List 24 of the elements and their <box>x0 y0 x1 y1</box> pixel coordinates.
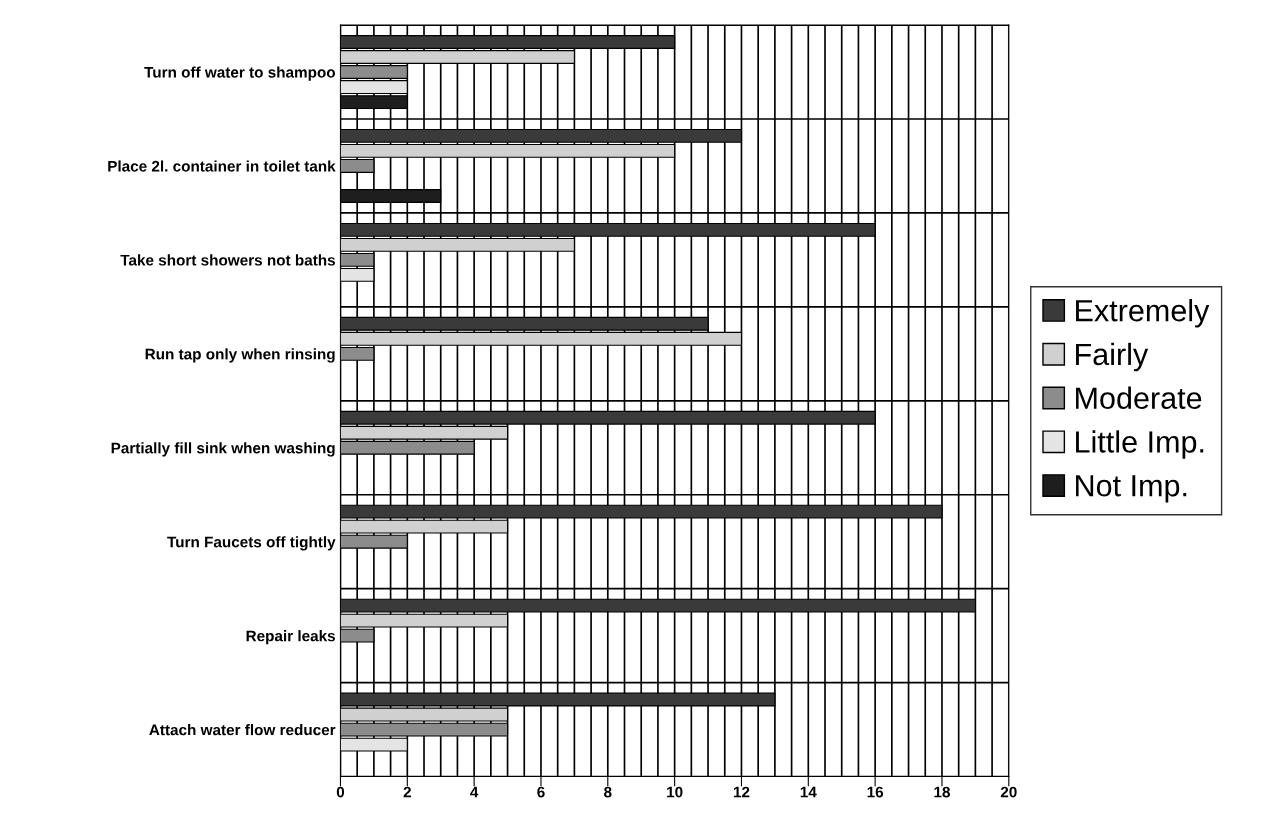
y-tick-label: Attach water flow reducer <box>149 724 336 736</box>
x-tick-label: 10 <box>667 786 683 798</box>
y-tick-label: Run tap only when rinsing <box>145 348 335 363</box>
y-tick-label: Turn Faucets off tightly <box>167 536 336 551</box>
x-tick-label: 8 <box>604 786 612 798</box>
legend-label: Moderate <box>1076 386 1202 409</box>
x-tick-label: 12 <box>733 786 750 798</box>
y-tick-label: Turn off water to shampoo <box>144 66 336 81</box>
x-tick-label: 18 <box>934 786 950 798</box>
legend-label: Not Imp. <box>1076 475 1187 503</box>
legend-label: Little Imp. <box>1076 430 1204 459</box>
x-tick-label: 6 <box>537 786 545 798</box>
legend-label: Fairly <box>1076 342 1149 372</box>
x-tick-label: 16 <box>867 786 884 798</box>
legend-label: Extremely <box>1076 299 1210 328</box>
x-tick-label: 0 <box>336 786 345 798</box>
x-tick-label: 20 <box>1000 786 1017 798</box>
y-tick-label: Take short showers not baths <box>120 254 335 266</box>
y-tick-label: Partially fill sink when washing <box>111 442 335 457</box>
y-tick-label: Place 2l. container in toilet tank <box>108 160 336 172</box>
x-tick-label: 14 <box>800 786 817 798</box>
x-tick-label: 4 <box>470 786 479 798</box>
x-tick-label: 2 <box>403 786 411 798</box>
y-tick-label: Repair leaks <box>246 630 335 645</box>
